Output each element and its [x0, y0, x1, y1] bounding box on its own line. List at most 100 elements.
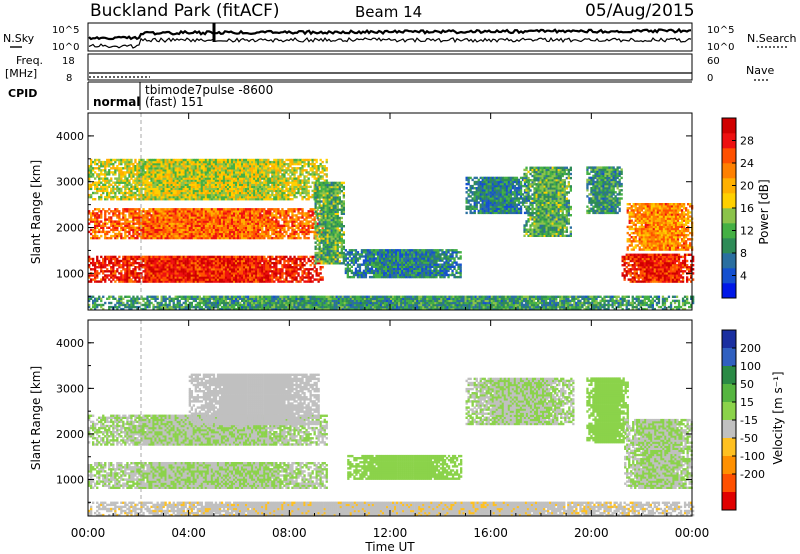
heatmap-cell [168, 220, 171, 223]
heatmap-cell [224, 257, 228, 261]
heatmap-cell [224, 236, 228, 240]
heatmap-cell [222, 255, 226, 259]
heatmap-cell [210, 185, 214, 188]
heatmap-cell [110, 198, 113, 201]
heatmap-cell [142, 222, 145, 225]
heatmap-cell [239, 189, 242, 193]
heatmap-cell [277, 177, 280, 180]
heatmap-cell [198, 160, 201, 164]
heatmap-cell [130, 198, 133, 201]
heatmap-cell [136, 177, 139, 180]
heatmap-cell [178, 261, 181, 265]
heatmap-cell [230, 158, 234, 162]
heatmap-cell [212, 226, 216, 229]
heatmap-cell [180, 222, 183, 225]
heatmap-cell [301, 187, 304, 191]
heatmap-cell [204, 193, 208, 197]
heatmap-cell [239, 274, 242, 277]
heatmap-cell [230, 193, 234, 197]
heatmap-cell [210, 177, 214, 180]
heatmap-cell [100, 171, 103, 174]
heatmap-cell [255, 272, 258, 275]
heatmap-cell [128, 179, 131, 182]
heatmap-cell [255, 175, 258, 178]
heatmap-cell [162, 165, 165, 168]
heatmap-cell [275, 272, 278, 275]
heatmap-cell [146, 255, 149, 259]
heatmap-cell [112, 162, 115, 166]
heatmap-cell [106, 274, 109, 277]
heatmap-cell [273, 158, 276, 162]
heatmap-cell [182, 187, 185, 191]
heatmap-cell [106, 187, 109, 191]
heatmap-cell [267, 261, 270, 265]
heatmap-cell [235, 165, 238, 168]
heatmap-cell [297, 274, 300, 277]
heatmap-cell [146, 261, 149, 265]
heatmap-cell [92, 261, 95, 265]
heatmap-cell [110, 274, 113, 277]
heatmap-cell [239, 272, 242, 275]
heatmap-cell [174, 224, 177, 227]
heatmap-cell [138, 158, 141, 162]
heatmap-cell [224, 266, 228, 269]
heatmap-cell [313, 175, 316, 178]
heatmap-cell [311, 165, 314, 168]
heatmap-cell [104, 261, 107, 265]
heatmap-cell [120, 187, 123, 191]
heatmap-cell [148, 193, 151, 197]
heatmap-cell [182, 183, 185, 186]
heatmap-cell [275, 193, 278, 197]
heatmap-cell [267, 264, 270, 267]
heatmap-cell [235, 173, 238, 176]
heatmap-cell [100, 230, 103, 234]
heatmap-cell [194, 177, 197, 180]
heatmap-cell [170, 189, 173, 193]
heatmap-cell [128, 181, 131, 184]
heatmap-cell [162, 208, 165, 211]
heatmap-cell [178, 264, 181, 267]
heatmap-cell [156, 266, 159, 269]
heatmap-cell [261, 181, 264, 184]
heatmap-cell [122, 278, 125, 281]
heatmap-cell [269, 224, 272, 227]
heatmap-cell [235, 158, 238, 162]
heatmap-cell [102, 160, 105, 164]
heatmap-cell [216, 272, 220, 275]
heatmap-cell [237, 220, 240, 223]
heatmap-cell [303, 185, 306, 188]
heatmap-cell [279, 272, 282, 275]
heatmap-cell [192, 230, 195, 234]
heatmap-cell [102, 189, 105, 193]
heatmap-cell [214, 210, 218, 213]
heatmap-cell [190, 187, 193, 191]
heatmap-cell [216, 230, 220, 234]
heatmap-cell [198, 187, 201, 191]
heatmap-cell [94, 268, 97, 271]
heatmap-cell [222, 160, 226, 164]
heatmap-cell [309, 272, 312, 275]
heatmap-cell [168, 268, 171, 271]
heatmap-cell [174, 259, 177, 263]
heatmap-cell [257, 270, 260, 273]
heatmap-cell [259, 210, 262, 213]
heatmap-cell [259, 234, 262, 238]
heatmap-cell [118, 171, 121, 174]
heatmap-cell [214, 257, 218, 261]
heatmap-cell [90, 165, 93, 168]
heatmap-cell [271, 160, 274, 164]
heatmap-cell [210, 228, 214, 232]
heatmap-cell [144, 222, 147, 225]
heatmap-cell [226, 255, 230, 259]
heatmap-cell [164, 208, 167, 211]
heatmap-cell [104, 274, 107, 277]
heatmap-cell [150, 208, 153, 211]
heatmap-cell [142, 259, 145, 263]
heatmap-cell [190, 224, 193, 227]
heatmap-cell [156, 224, 159, 227]
heatmap-cell [152, 226, 155, 229]
heatmap-cell [96, 226, 99, 229]
heatmap-cell [265, 165, 268, 168]
heatmap-cell [118, 210, 121, 213]
heatmap-cell [190, 185, 193, 188]
